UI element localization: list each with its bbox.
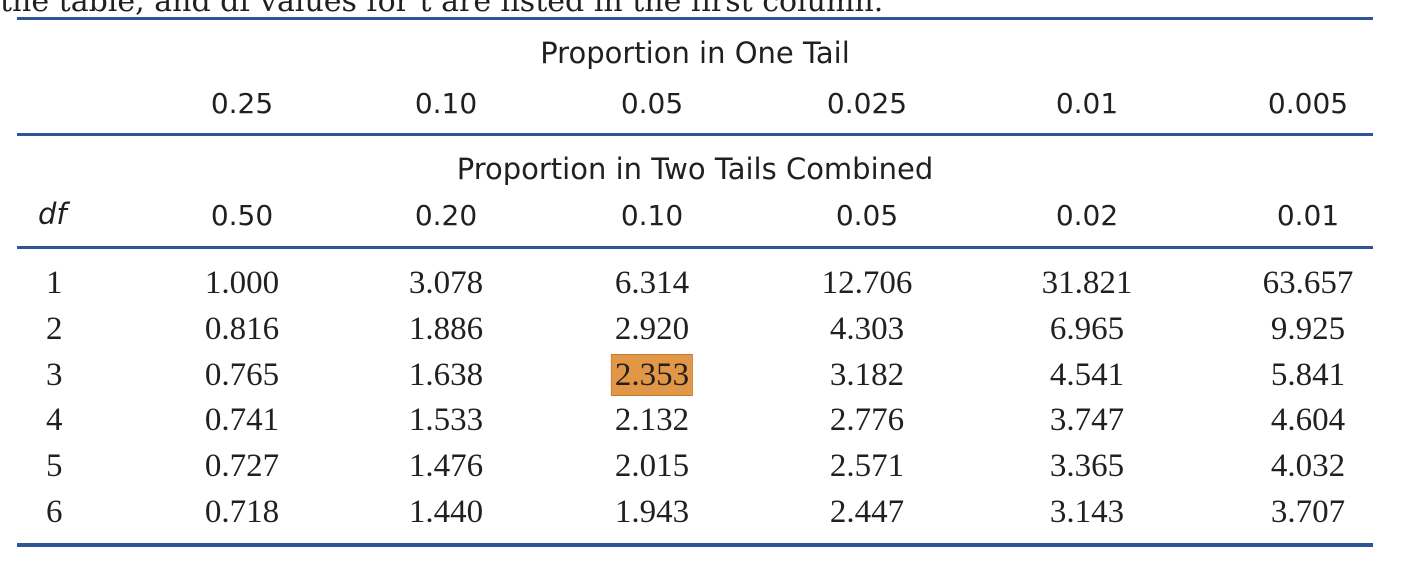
two-tails-header: 0.01: [1276, 199, 1340, 232]
t-value-cell: 6.314: [614, 265, 690, 301]
t-value-cell: 12.706: [821, 265, 913, 301]
t-value-cell: 3.143: [1049, 494, 1125, 530]
t-value-cell: 5.841: [1270, 357, 1346, 393]
df-cell: 3: [46, 357, 63, 393]
highlighted-t-value-cell: 2.353: [610, 354, 694, 396]
t-value-cell: 3.365: [1049, 448, 1125, 484]
df-cell: 6: [46, 494, 63, 530]
t-value-cell: 31.821: [1041, 265, 1133, 301]
t-value-cell: 1.886: [408, 311, 484, 347]
t-value-cell: 1.476: [408, 448, 484, 484]
t-value-cell: 0.718: [204, 494, 280, 530]
t-value-cell: 1.943: [614, 494, 690, 530]
t-value-cell: 2.776: [829, 402, 905, 438]
header-bottom-rule: [17, 246, 1373, 249]
table-row: 3 0.765 1.638 2.353 3.182 4.541 5.841: [0, 354, 1414, 399]
one-tail-header: 0.005: [1267, 87, 1349, 120]
df-cell: 1: [46, 265, 63, 301]
one-tail-header: 0.10: [414, 87, 478, 120]
t-value-cell: 0.765: [204, 357, 280, 393]
table-row: 4 0.741 1.533 2.132 2.776 3.747 4.604: [0, 400, 1414, 444]
t-value-cell: 1.533: [408, 402, 484, 438]
t-value-cell: 3.747: [1049, 402, 1125, 438]
df-cell: 2: [46, 311, 63, 347]
t-value-cell: 3.078: [408, 265, 484, 301]
t-value-cell: 4.303: [829, 311, 905, 347]
t-value-cell: 6.965: [1049, 311, 1125, 347]
t-value-cell: 1.440: [408, 494, 484, 530]
two-tails-heading: Proportion in Two Tails Combined: [456, 152, 934, 186]
df-cell: 5: [46, 448, 63, 484]
bottom-rule: [17, 543, 1373, 547]
table-row: 2 0.816 1.886 2.920 4.303 6.965 9.925: [0, 309, 1414, 353]
df-cell: 4: [46, 402, 63, 438]
one-tail-heading: Proportion in One Tail: [540, 36, 850, 70]
t-value-cell: 4.541: [1049, 357, 1125, 393]
t-value-cell: 2.447: [829, 494, 905, 530]
two-tails-header-row: 0.50 0.20 0.10 0.05 0.02 0.01: [0, 199, 1414, 239]
two-tails-header: 0.20: [414, 199, 478, 232]
t-value-cell: 63.657: [1262, 265, 1354, 301]
one-tail-header: 0.25: [210, 87, 274, 120]
t-value-cell: 0.727: [204, 448, 280, 484]
top-rule: [17, 17, 1373, 20]
two-tails-header: 0.05: [835, 199, 899, 232]
table-row: 5 0.727 1.476 2.015 2.571 3.365 4.032: [0, 446, 1414, 490]
table-row: 6 0.718 1.440 1.943 2.447 3.143 3.707: [0, 492, 1414, 536]
t-value-cell: 4.604: [1270, 402, 1346, 438]
one-tail-header: 0.05: [620, 87, 684, 120]
t-value-cell: 9.925: [1270, 311, 1346, 347]
t-value-cell: 2.132: [614, 402, 690, 438]
table-row: 1 1.000 3.078 6.314 12.706 31.821 63.657: [0, 263, 1414, 307]
t-value-cell: 3.707: [1270, 494, 1346, 530]
one-tail-header-row: 0.25 0.10 0.05 0.025 0.01 0.005: [0, 87, 1414, 127]
t-value-cell: 1.000: [204, 265, 280, 301]
t-value-cell: 3.182: [829, 357, 905, 393]
mid-rule: [17, 133, 1373, 136]
two-tails-header: 0.10: [620, 199, 684, 232]
t-value-cell: 2.015: [614, 448, 690, 484]
t-value-cell: 0.741: [204, 402, 280, 438]
two-tails-header: 0.50: [210, 199, 274, 232]
two-tails-header: 0.02: [1055, 199, 1119, 232]
t-value-cell: 1.638: [408, 357, 484, 393]
one-tail-header: 0.01: [1055, 87, 1119, 120]
one-tail-header: 0.025: [826, 87, 908, 120]
df-column-label: df: [38, 197, 67, 231]
t-value-cell: 2.571: [829, 448, 905, 484]
clipped-caption-text: the table, and df values for t are liste…: [0, 0, 884, 19]
t-value-cell: 4.032: [1270, 448, 1346, 484]
t-value-cell: 0.816: [204, 311, 280, 347]
t-value-cell: 2.920: [614, 311, 690, 347]
